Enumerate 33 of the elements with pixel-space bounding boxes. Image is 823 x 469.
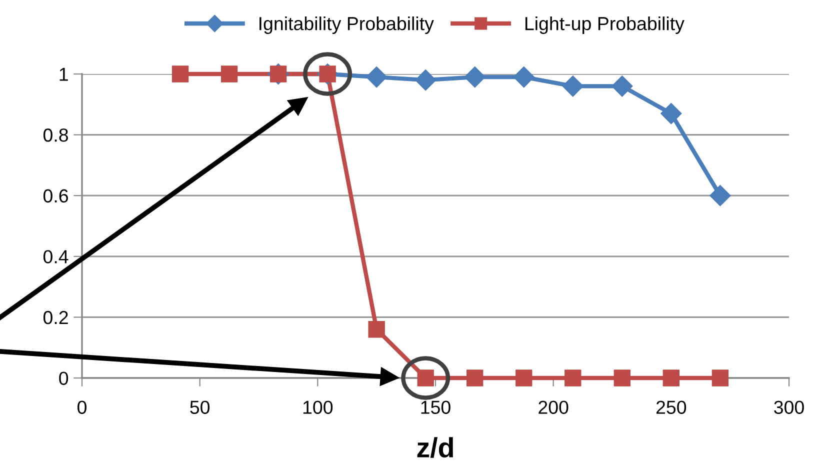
- point: [564, 370, 582, 386]
- y-tick-label: 0.8: [43, 128, 68, 142]
- point: [220, 66, 238, 82]
- y-tick-label: 1: [60, 68, 68, 81]
- point: [172, 66, 189, 82]
- y-tick-label: 0: [59, 372, 68, 385]
- x-tick-label: 250: [656, 400, 686, 414]
- x-tick-label: 150: [421, 400, 450, 414]
- point: [466, 370, 484, 386]
- legend-label: Ignitability Probability: [260, 16, 434, 34]
- point: [513, 66, 534, 88]
- point: [368, 321, 385, 338]
- y-tick-label: 0.4: [43, 250, 68, 264]
- x-tick-label: 200: [538, 400, 568, 414]
- y-tick-label: 0.6: [43, 189, 68, 203]
- point: [712, 370, 729, 386]
- x-tick-label: 100: [303, 400, 333, 414]
- point: [614, 370, 630, 386]
- point: [562, 76, 584, 97]
- x-tick-label: 300: [774, 400, 804, 414]
- x-axis-title: z/d: [417, 437, 453, 458]
- point: [464, 66, 486, 88]
- point: [415, 70, 436, 91]
- point: [660, 103, 682, 124]
- y-tick-label: 0.2: [43, 310, 68, 324]
- point: [516, 370, 532, 386]
- legend-label: Light-up Probability: [525, 16, 684, 34]
- x-tick-label: 0: [78, 400, 86, 414]
- x-tick-label: 50: [190, 400, 210, 414]
- point: [612, 76, 633, 97]
- point: [662, 370, 680, 386]
- point: [366, 66, 388, 88]
- point: [710, 185, 731, 206]
